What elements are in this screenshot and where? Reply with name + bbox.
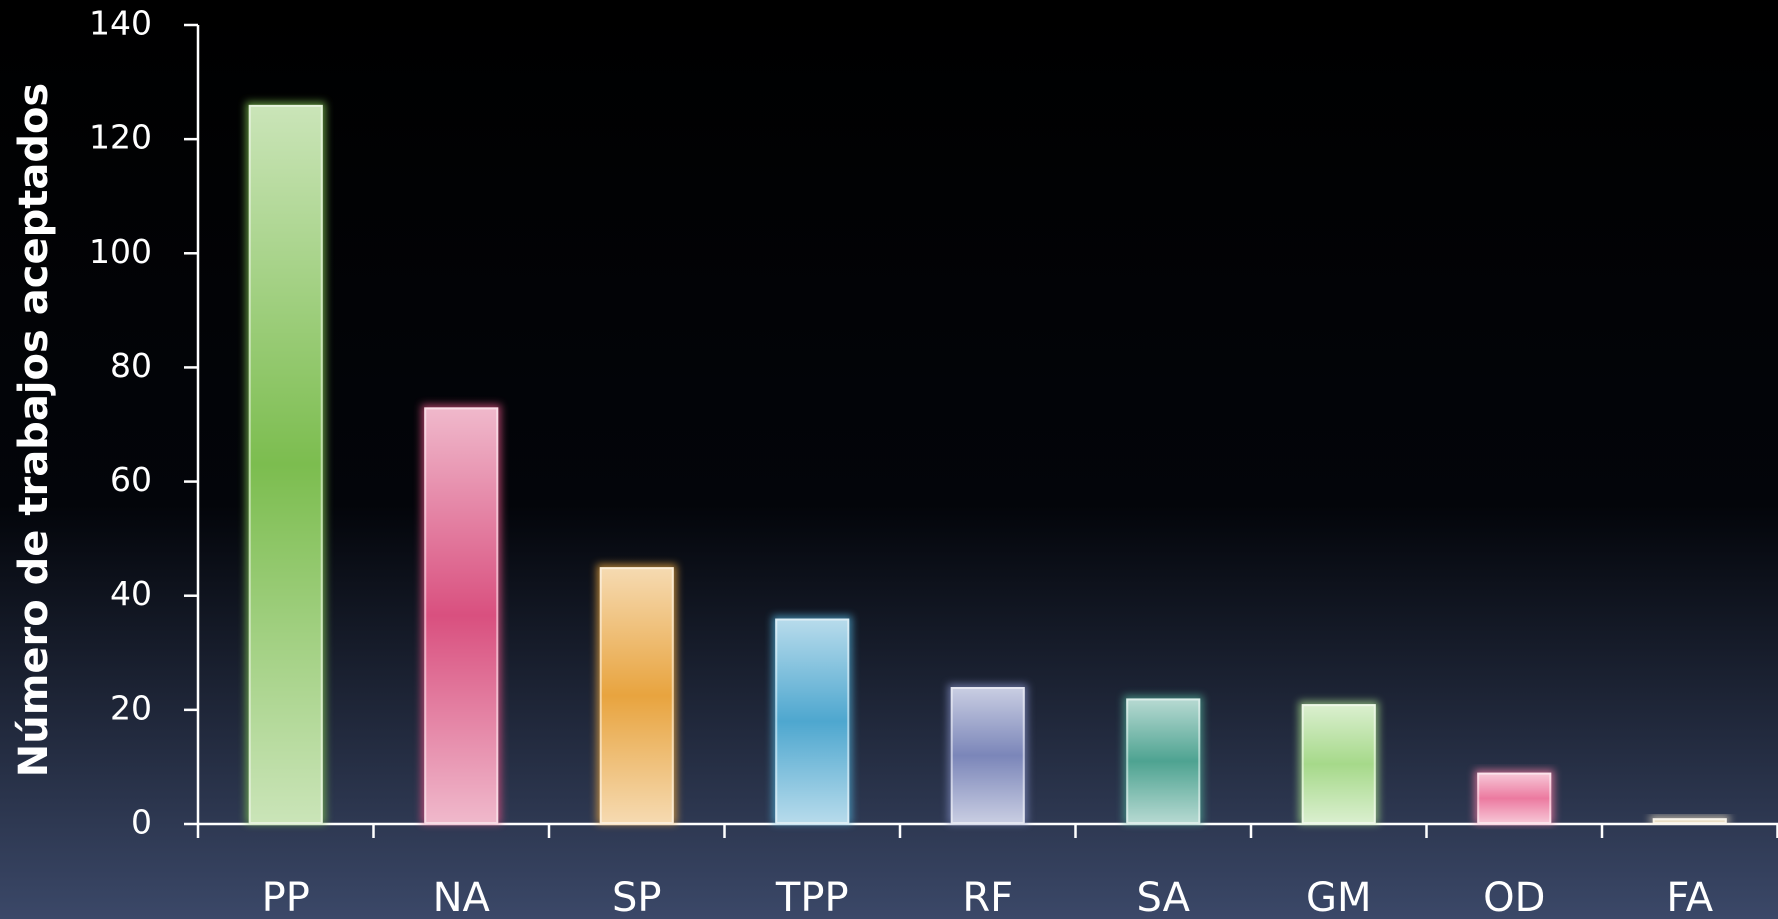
x-tick-label: OD <box>1483 875 1545 919</box>
x-tick-label: NA <box>433 875 491 919</box>
bar-sheen <box>424 407 499 824</box>
y-tick-label: 20 <box>110 688 152 727</box>
bar-sheen <box>599 567 674 824</box>
x-tick-label: SP <box>612 875 662 919</box>
bar-edge <box>248 104 323 824</box>
bar-sheen <box>950 687 1025 824</box>
x-tick-label: GM <box>1306 875 1372 919</box>
x-tick-label: RF <box>962 875 1013 919</box>
bar-sheen <box>1652 818 1727 824</box>
bar-edge <box>775 618 850 824</box>
x-tick-label: TPP <box>775 875 849 919</box>
bar-edge <box>1652 818 1727 824</box>
y-axis-label: Número de trabajos aceptados <box>11 83 57 777</box>
bar-edge <box>424 407 499 824</box>
bar-sheen <box>775 618 850 824</box>
bar-edge <box>599 567 674 825</box>
bar-sheen <box>1301 704 1376 824</box>
y-tick-label: 80 <box>110 346 152 385</box>
x-tick-label: SA <box>1137 875 1191 919</box>
bar-edge <box>1126 698 1201 825</box>
bar-sheen <box>248 104 323 824</box>
y-tick-label: 120 <box>89 118 152 157</box>
bar-edge <box>1301 704 1376 825</box>
y-tick-label: 140 <box>89 4 152 43</box>
x-tick-label: PP <box>262 875 310 919</box>
y-tick-label: 100 <box>89 232 152 271</box>
bar-sheen <box>1126 698 1201 824</box>
bar-edge <box>950 687 1025 824</box>
x-tick-label: FA <box>1666 875 1713 919</box>
y-tick-label: 40 <box>110 574 152 613</box>
y-tick-label: 0 <box>131 803 152 842</box>
bar-edge <box>1477 772 1552 825</box>
bar-sheen <box>1477 772 1552 824</box>
y-tick-label: 60 <box>110 460 152 499</box>
